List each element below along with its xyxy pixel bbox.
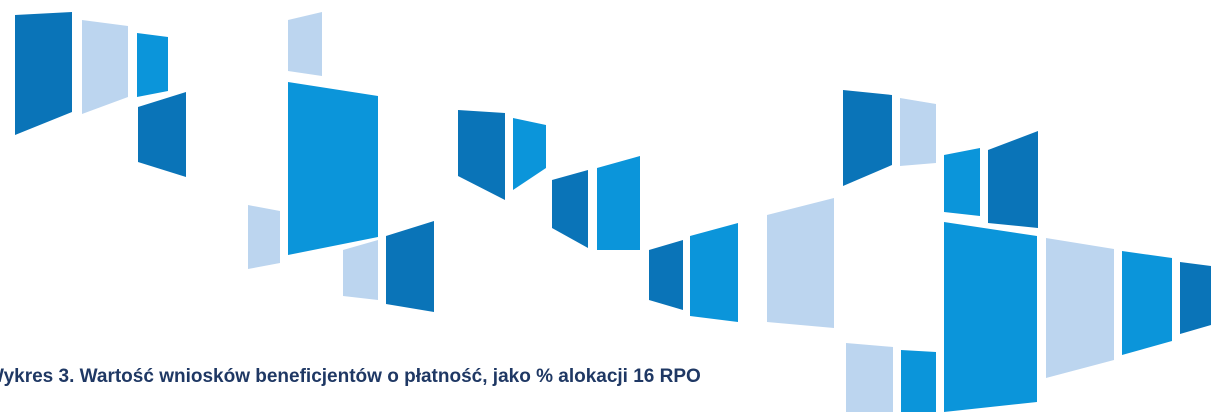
window-tile [288,12,322,76]
window-tile [1046,238,1114,378]
window-tile [552,170,588,248]
window-tile [386,221,434,312]
window-tile [944,148,980,216]
window-tile [343,240,378,300]
window-tile [513,118,546,190]
window-tile [649,240,683,310]
window-tile [767,198,834,328]
window-tile [901,350,936,412]
window-tile [137,33,168,97]
window-tile [944,222,1037,412]
window-tile [15,12,72,135]
window-tile [82,20,128,114]
window-tile [1122,251,1172,355]
figure-caption: Wykres 3. Wartość wniosków beneficjentów… [0,366,701,387]
window-tile [248,205,280,269]
window-tile [597,156,640,250]
window-tile [900,98,936,166]
window-tile [690,223,738,322]
window-tile [843,90,892,186]
window-tile [458,110,505,200]
window-tile [846,343,893,412]
window-tile [1180,262,1211,334]
window-tile [138,92,186,177]
window-tile [988,131,1038,228]
window-tile [288,82,378,255]
